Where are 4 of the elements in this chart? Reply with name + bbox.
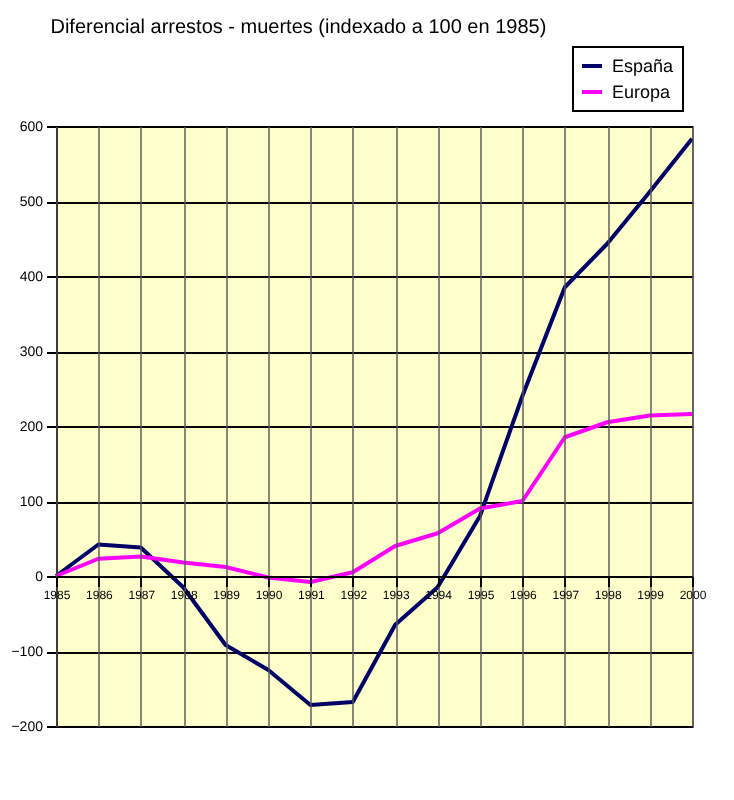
- legend-label: España: [612, 56, 674, 76]
- chart-title: Diferencial arrestos - muertes (indexado a 100 en 1985): [50, 17, 547, 39]
- legend-label: Europa: [612, 82, 671, 102]
- line-series: [54, 412, 694, 584]
